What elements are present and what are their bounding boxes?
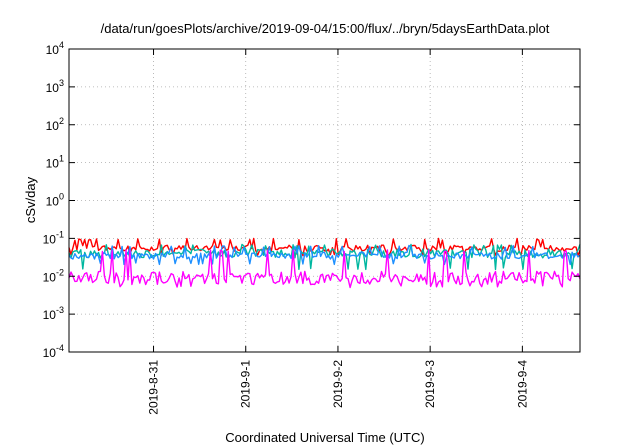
- y-tick-label-base: 10: [43, 270, 57, 284]
- y-tick-label-exponent: 2: [59, 116, 64, 126]
- y-tick-label-exponent: -1: [56, 229, 64, 239]
- y-tick-label-base: 10: [46, 81, 60, 95]
- grid: [69, 48, 580, 353]
- y-tick-label-base: 10: [46, 157, 60, 171]
- y-tick-label-exponent: 0: [59, 192, 64, 202]
- x-tick-label: 2019-9-4: [515, 360, 529, 408]
- y-tick-label-exponent: 4: [59, 40, 64, 50]
- y-tick-label-base: 10: [43, 308, 57, 322]
- y-tick-label: 100: [46, 192, 64, 209]
- series-line-3: [68, 244, 581, 266]
- y-tick-label-base: 10: [43, 346, 57, 360]
- x-tick-label: 2019-9-3: [423, 360, 437, 408]
- y-tick-label: 10-4: [43, 343, 64, 360]
- series-group: [68, 237, 581, 289]
- y-tick-label: 10-3: [43, 305, 64, 322]
- x-tick-label: 2019-9-2: [331, 360, 345, 408]
- series-line-4: [68, 249, 581, 289]
- x-tick-label: 2019-9-1: [239, 360, 253, 408]
- y-tick-label: 10-2: [43, 267, 64, 284]
- y-tick-label-base: 10: [46, 195, 60, 209]
- y-tick-label: 102: [46, 116, 64, 133]
- y-tick-label-exponent: -3: [56, 305, 64, 315]
- y-tick-label-exponent: 3: [59, 78, 64, 88]
- x-tick-label: 2019-8-31: [147, 360, 161, 415]
- y-tick-label: 104: [46, 40, 64, 57]
- y-tick-label-base: 10: [46, 119, 60, 133]
- chart-title: /data/run/goesPlots/archive/2019-09-04/1…: [101, 21, 550, 36]
- y-axis-label: cSv/day: [23, 176, 38, 223]
- x-axis-label: Coordinated Universal Time (UTC): [225, 430, 424, 445]
- y-tick-label-base: 10: [43, 232, 57, 246]
- y-tick-label-exponent: -2: [56, 267, 64, 277]
- x-axis: 2019-8-31 2019-9-1 2019-9-2 2019-9-3 2019-9-…: [147, 49, 529, 415]
- y-tick-label-exponent: -4: [56, 343, 64, 353]
- y-tick-label: 10-1: [43, 229, 64, 246]
- y-tick-label-exponent: 1: [59, 154, 64, 164]
- y-tick-label: 103: [46, 78, 64, 95]
- y-tick-label: 101: [46, 154, 64, 171]
- series-line-1: [68, 237, 581, 257]
- y-tick-label-base: 10: [46, 43, 60, 57]
